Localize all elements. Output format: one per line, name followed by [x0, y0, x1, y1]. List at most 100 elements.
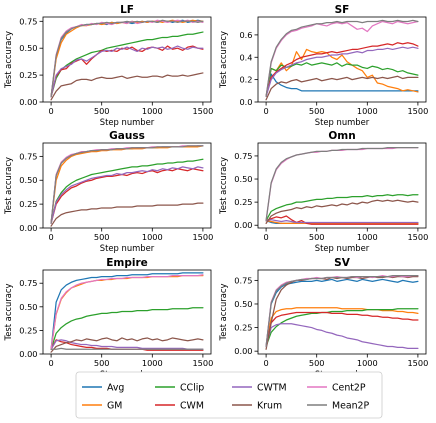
series-cclip-line: [265, 308, 419, 348]
y-tick-label: 0.6: [239, 30, 252, 40]
legend-label-krum: Krum: [257, 400, 282, 411]
series-mean2p-line: [265, 19, 419, 98]
x-tick-label: 500: [309, 232, 325, 242]
series-cent2p-line: [265, 20, 419, 98]
x-tick-label: 500: [309, 106, 325, 116]
y-tick-label: 0.75: [19, 151, 37, 161]
y-axis-label: Test accuracy: [218, 283, 228, 341]
y-tick-label: 0.50: [19, 43, 37, 53]
series-cwm-line: [265, 42, 419, 98]
x-tick-label: 1000: [142, 232, 163, 242]
x-tick-label: 500: [94, 358, 110, 368]
axes-frame: [42, 142, 212, 229]
legend-entry-avg: Avg: [82, 382, 124, 393]
series-cwtm-line: [50, 166, 204, 224]
series-cwtm-line: [50, 339, 204, 350]
lines-lf: [50, 19, 204, 101]
series-gm-line: [265, 219, 419, 225]
legend-entry-krum: Krum: [232, 400, 282, 411]
y-axis-label: Test accuracy: [218, 157, 228, 215]
legend-frame: [75, 371, 383, 419]
series-mean2p-line: [50, 145, 204, 224]
y-axis-label: Test accuracy: [3, 31, 13, 89]
x-tick-label: 0: [48, 358, 53, 368]
x-tick-label: 1000: [142, 106, 163, 116]
series-krum-line: [265, 75, 419, 101]
axes-frame: [42, 269, 212, 355]
x-tick-label: 1500: [407, 106, 428, 116]
series-cent2p-line: [50, 19, 204, 98]
series-cclip-line: [265, 194, 419, 222]
y-tick-label: 0.0: [239, 97, 252, 107]
series-mean2p-line: [50, 347, 204, 350]
x-tick-label: 500: [309, 358, 325, 368]
axes-frame: [42, 16, 212, 103]
y-tick-label: 0.25: [19, 325, 37, 335]
legend-label-avg: Avg: [107, 382, 124, 393]
series-gm-line: [50, 19, 204, 98]
lines-empire: [50, 272, 204, 353]
legend-label-cwm: CWM: [180, 400, 204, 411]
series-cwm-line: [265, 311, 419, 348]
series-krum-line: [50, 337, 204, 353]
series-mean2p-line: [265, 146, 419, 222]
panel-omn: 0 500 1000 1500 0.00 0.25 0.50 0.75 Omn Step numb…: [218, 130, 428, 253]
panel-sf: 0 500 1000 1500 0.0 0.2 0.4 0.6 SF Step number Tes…: [218, 4, 428, 127]
x-tick-label: 1500: [407, 232, 428, 242]
x-tick-label: 1500: [192, 358, 213, 368]
x-axis-label: Step number: [100, 117, 155, 127]
panel-gauss: 0 500 1000 1500 0.00 0.25 0.50 0.75 Gauss Step nu…: [3, 130, 213, 253]
y-tick-label: 0.25: [234, 197, 252, 207]
series-cwtm-line: [265, 46, 419, 98]
y-tick-label: 0.50: [19, 302, 37, 312]
y-tick-label: 0.00: [234, 346, 252, 356]
y-axis-label: Test accuracy: [3, 157, 13, 215]
axes-frame: [257, 16, 427, 103]
series-cwtm-line: [50, 45, 204, 98]
series-cent2p-line: [50, 274, 204, 350]
y-tick-label: 0.50: [234, 299, 252, 309]
lines-sv: [265, 275, 419, 350]
y-tick-label: 0.75: [19, 278, 37, 288]
x-tick-label: 1000: [142, 358, 163, 368]
series-cwm-line: [265, 215, 419, 225]
legend: Avg GM CClip CWM CWTM Krum Cent2P Mean2P: [75, 371, 383, 419]
panel-lf: 0 500 1000 1500 0.00 0.25 0.50 0.75 LF Step numbe…: [3, 4, 213, 127]
legend-entry-mean2p: Mean2P: [307, 400, 370, 411]
series-cwm-line: [50, 45, 204, 98]
chart-title: LF: [120, 4, 134, 16]
chart-title: SF: [335, 4, 350, 16]
x-tick-label: 500: [94, 106, 110, 116]
series-avg-line: [50, 272, 204, 350]
y-tick-label: 0.50: [19, 175, 37, 185]
x-tick-label: 0: [263, 106, 268, 116]
y-tick-label: 0.2: [239, 75, 252, 85]
x-tick-label: 1500: [192, 106, 213, 116]
lines-omn: [265, 146, 419, 225]
y-tick-label: 0.4: [239, 52, 252, 62]
series-gm-line: [265, 48, 419, 98]
series-cclip-line: [50, 307, 204, 350]
legend-label-mean2p: Mean2P: [332, 400, 370, 411]
x-tick-label: 0: [263, 358, 268, 368]
series-krum-line: [265, 199, 419, 225]
series-cclip-line: [50, 31, 204, 98]
y-axis-label: Test accuracy: [218, 31, 228, 89]
legend-entry-cwtm: CWTM: [232, 382, 287, 393]
series-cwtm-line: [265, 323, 419, 349]
lines-sf: [265, 19, 419, 101]
legend-label-cwtm: CWTM: [257, 382, 287, 393]
x-tick-label: 1000: [357, 232, 378, 242]
y-tick-label: 0.25: [19, 70, 37, 80]
series-avg-line: [265, 278, 419, 348]
x-tick-label: 0: [48, 106, 53, 116]
series-mean2p-line: [265, 275, 419, 348]
y-tick-label: 0.25: [19, 199, 37, 209]
y-axis-label: Test accuracy: [3, 283, 13, 341]
legend-label-cent2p: Cent2P: [332, 382, 366, 393]
x-tick-label: 1500: [407, 358, 428, 368]
series-krum-line: [50, 202, 204, 227]
